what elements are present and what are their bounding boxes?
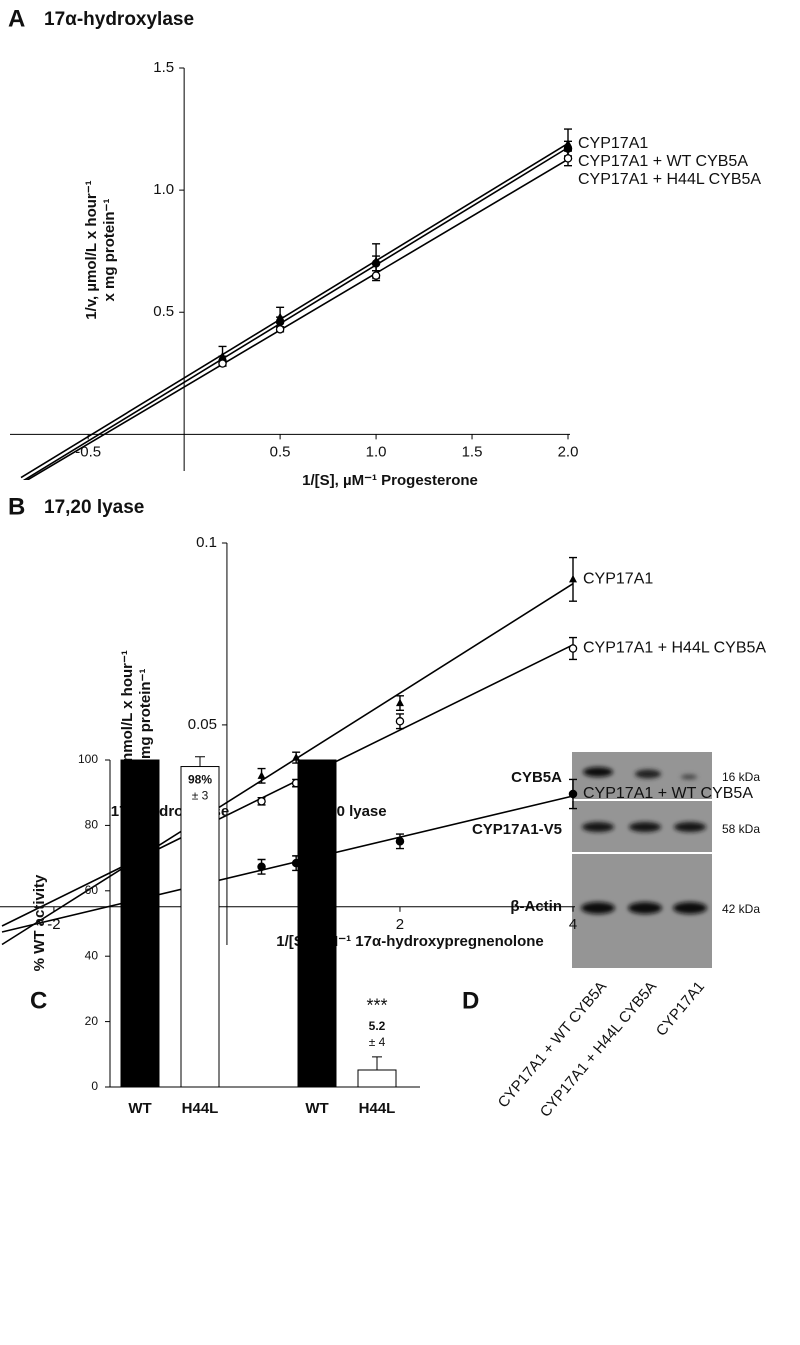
marker [257, 771, 266, 779]
y-tick-label: 0.1 [196, 534, 217, 551]
marker [568, 789, 578, 799]
fit-line [22, 146, 569, 480]
series-label: CYP17A1 [578, 135, 648, 152]
y-axis-label: % WT activity [31, 874, 48, 971]
x-tick-label: 2 [396, 916, 404, 933]
x-tick-label: WT [128, 1100, 151, 1117]
series-label: CYP17A1 + H44L CYB5A [578, 171, 761, 188]
fit-line [1, 644, 574, 927]
blot-size-label: 16 kDa [722, 770, 760, 784]
fit-line [1, 583, 574, 946]
value-label: 5.2 [369, 1019, 386, 1033]
x-tick-label: WT [305, 1100, 328, 1117]
y-tick-label: 100 [78, 752, 98, 766]
error-label: ± 4 [369, 1035, 386, 1049]
marker [395, 717, 405, 726]
x-axis-label: 1/[S], µM⁻¹ 17α-hydroxypregnenolone [276, 933, 543, 950]
fit-line [20, 142, 569, 479]
blot-size-label: 58 kDa [722, 822, 760, 836]
panel-letter: B [8, 493, 25, 520]
x-axis-label: 1/[S], µM⁻¹ Progesterone [302, 472, 478, 489]
marker [569, 574, 577, 583]
marker [371, 259, 381, 268]
marker [395, 837, 405, 846]
marker [395, 698, 404, 707]
x-tick-label: 1.5 [462, 443, 483, 460]
y-tick-label: 0 [91, 1079, 98, 1093]
y-tick-label: 1.5 [153, 59, 174, 76]
marker [563, 154, 573, 163]
fit-line [25, 158, 569, 480]
panel-title: 17α-hydroxylase [44, 9, 194, 30]
marker [276, 312, 285, 321]
x-tick-label: H44L [359, 1100, 396, 1117]
x-tick-label: H44L [182, 1100, 219, 1117]
y-tick-label: 60 [85, 883, 99, 897]
series-label: CYP17A1 + WT CYB5A [583, 785, 753, 802]
x-tick-label: 0.5 [270, 443, 291, 460]
blot-row-label: CYP17A1-V5 [472, 821, 562, 838]
y-tick-label: 0.05 [188, 716, 217, 733]
blot-lane-label: CYP17A1 [653, 978, 708, 1039]
x-tick-label: 2.0 [558, 443, 579, 460]
blot-size-label: 42 kDa [722, 902, 760, 916]
bar [120, 759, 160, 1088]
error-bar [195, 756, 205, 767]
marker [275, 317, 285, 327]
panel-letter: D [462, 987, 479, 1014]
marker [568, 644, 578, 653]
error-bar [372, 1056, 382, 1070]
x-tick-label: 4 [569, 916, 577, 933]
panel-letter: A [8, 5, 25, 32]
blot-image [572, 752, 712, 968]
x-tick-label: 1.0 [366, 443, 387, 460]
y-tick-label: 80 [85, 818, 99, 832]
marker [218, 359, 227, 368]
marker [292, 753, 301, 761]
bar [357, 1069, 397, 1088]
y-axis-label: 1/v, nmol/L x hour⁻¹ [119, 650, 136, 790]
blot-row-label: CYB5A [511, 769, 562, 786]
marker [257, 862, 266, 872]
marker [371, 271, 381, 280]
y-tick-label: 0.5 [153, 303, 174, 320]
panel-letter: C [30, 987, 47, 1014]
series-label: CYP17A1 + WT CYB5A [578, 153, 748, 170]
series-label: CYP17A1 [583, 571, 653, 588]
significance: *** [366, 996, 387, 1016]
y-tick-label: 1.0 [153, 181, 174, 198]
y-tick-label: 20 [85, 1014, 99, 1028]
y-axis-label: x mg protein⁻¹ [137, 669, 154, 772]
value-label: 98% [188, 773, 212, 787]
panel-title: 17,20 lyase [44, 497, 144, 518]
y-tick-label: 40 [85, 948, 99, 962]
marker [275, 325, 285, 334]
y-axis-label: x mg protein⁻¹ [101, 199, 118, 302]
fit-line [1, 795, 574, 933]
y-axis-label: 1/v, µmol/L x hour⁻¹ [83, 180, 100, 319]
bar [297, 759, 337, 1088]
bar [180, 766, 220, 1088]
series-label: CYP17A1 + H44L CYB5A [583, 640, 766, 657]
marker [257, 797, 266, 806]
error-label: ± 3 [192, 789, 209, 803]
